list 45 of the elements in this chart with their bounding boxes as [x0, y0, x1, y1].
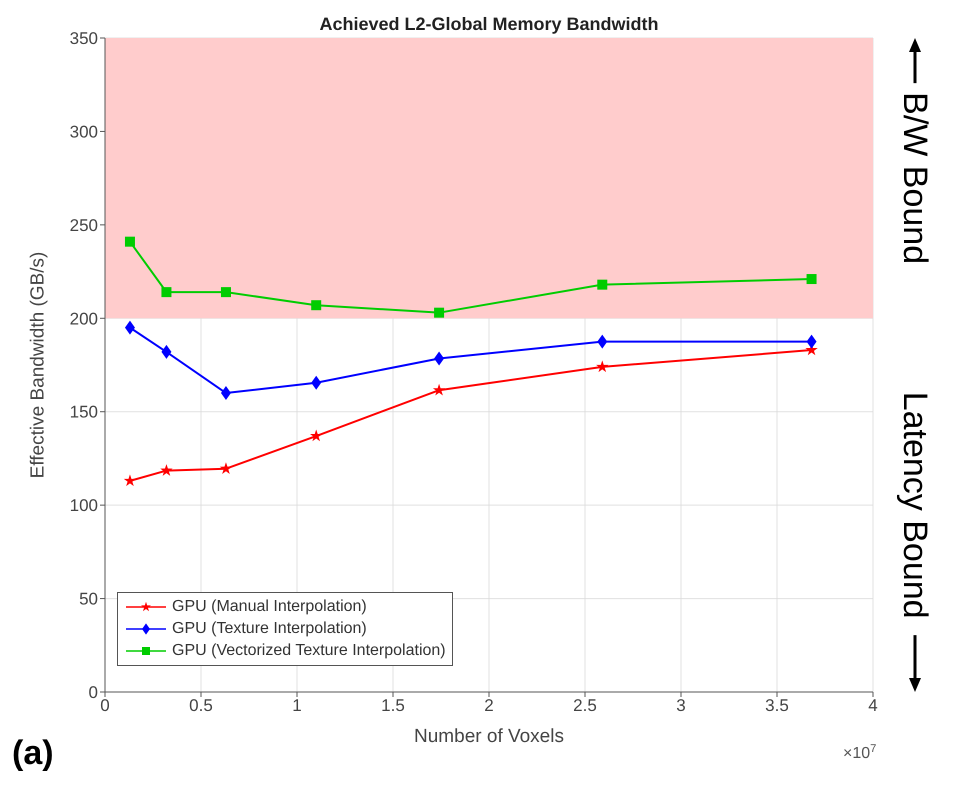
point	[434, 308, 444, 318]
point	[220, 386, 231, 400]
point	[434, 351, 444, 366]
y-tick-label: 200	[70, 309, 98, 328]
point	[161, 344, 172, 359]
x-axis-title: Number of Voxels	[414, 726, 564, 747]
point	[124, 236, 135, 247]
x-tick-label: 2.5	[573, 696, 597, 716]
point	[161, 287, 172, 298]
y-tick-label: 50	[79, 590, 98, 609]
text: Latency Bound	[896, 392, 934, 619]
point	[806, 274, 817, 284]
y-tick-label: 250	[70, 216, 98, 235]
point	[432, 384, 446, 396]
point	[596, 360, 608, 372]
x-tick-label: 2	[484, 696, 494, 716]
point	[310, 430, 322, 442]
x-tick-label: 3.5	[765, 696, 789, 716]
point	[806, 334, 817, 349]
x-tick-label: 0	[100, 696, 110, 716]
legend-label: GPU (Texture Interpolation)	[172, 620, 367, 638]
y-tick-label: 350	[70, 29, 98, 48]
point	[311, 300, 322, 310]
x-tick-label: 0.5	[189, 696, 213, 716]
x-tick-label: 1.5	[381, 696, 405, 716]
y-tick-label: 0	[88, 683, 98, 702]
chart-title: Achieved L2-Global Memory Bandwidth	[319, 14, 659, 34]
text: ×10$^{7}$	[843, 743, 876, 762]
point	[597, 280, 608, 290]
y-tick-label: 100	[70, 496, 98, 516]
legend-label: GPU (Manual Interpolation)	[172, 598, 367, 616]
x-tick-label: 3	[676, 696, 686, 716]
x-tick-label: 1	[292, 696, 302, 716]
y-axis-title: Effective Bandwidth (GB/s)	[28, 252, 49, 478]
point	[160, 464, 173, 476]
point	[597, 334, 608, 349]
band-label: B/W Bound	[896, 92, 934, 264]
x-tick-label: 4	[868, 696, 878, 716]
y-tick-label: 300	[70, 122, 98, 142]
point	[124, 320, 135, 335]
point	[220, 287, 231, 298]
text: (a)	[12, 734, 54, 772]
legend-label: GPU (Vectorized Texture Interpolation)	[172, 642, 446, 660]
point	[311, 376, 322, 390]
y-tick-label: 150	[70, 402, 98, 422]
